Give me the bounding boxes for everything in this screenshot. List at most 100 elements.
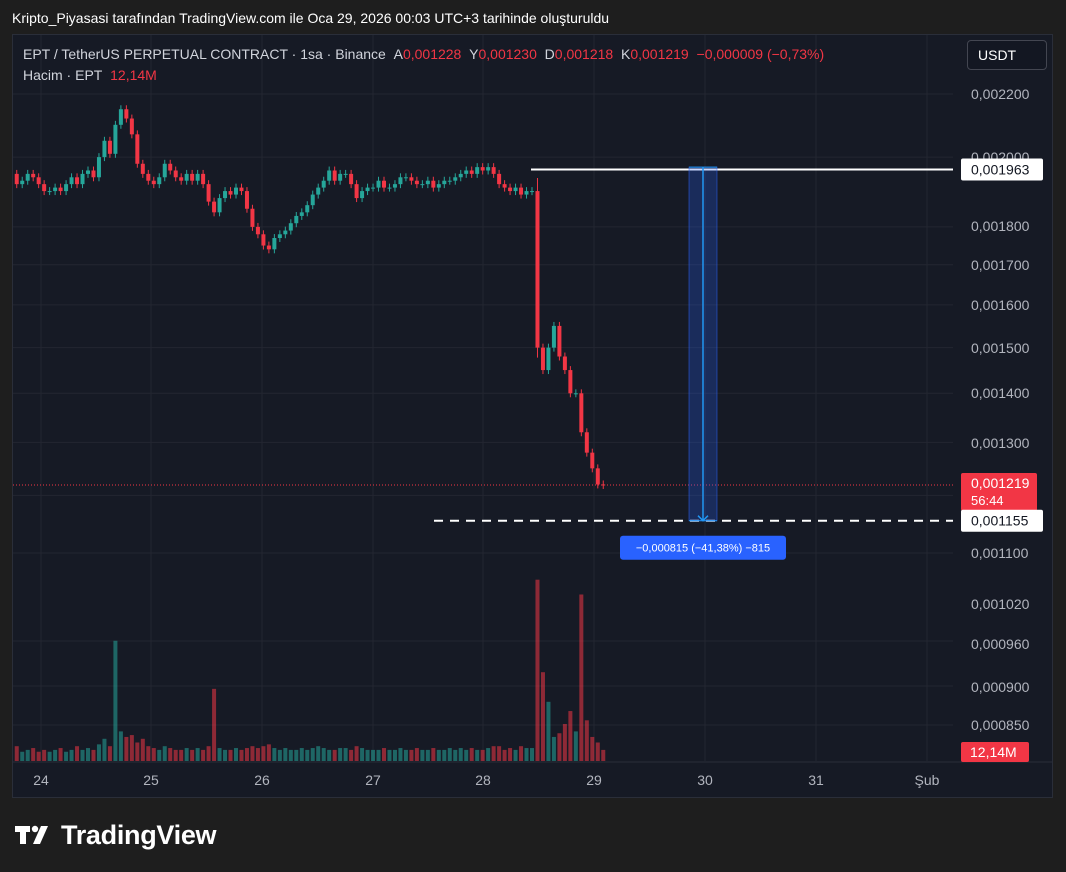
volume-bar bbox=[129, 735, 134, 761]
candle-body bbox=[305, 205, 310, 213]
time-axis-tick: 28 bbox=[475, 772, 491, 788]
time-axis-tick: 25 bbox=[143, 772, 159, 788]
candle-body bbox=[184, 173, 189, 181]
time-axis-tick: 24 bbox=[33, 772, 49, 788]
volume-bar bbox=[206, 746, 211, 761]
volume-bar bbox=[31, 748, 36, 761]
volume-bar bbox=[113, 640, 118, 761]
candle-body bbox=[58, 187, 63, 192]
volume-bar bbox=[343, 748, 348, 761]
candle-body bbox=[53, 187, 58, 192]
volume-bar bbox=[557, 733, 562, 761]
volume-bar bbox=[53, 749, 58, 761]
volume-bar bbox=[513, 749, 518, 761]
volume-bar bbox=[491, 746, 496, 761]
volume-bar bbox=[223, 749, 228, 761]
candle-body bbox=[96, 157, 101, 178]
volume-label[interactable]: Hacim · EPT bbox=[23, 67, 103, 83]
candle-body bbox=[20, 180, 25, 185]
volume-bar bbox=[179, 749, 184, 761]
candle-body bbox=[113, 124, 118, 154]
symbol-label[interactable]: EPT / TetherUS PERPETUAL CONTRACT · 1sa … bbox=[23, 46, 386, 62]
candle-body bbox=[157, 177, 162, 185]
candle-body bbox=[234, 187, 238, 195]
volume-bar bbox=[420, 749, 425, 761]
candle-body bbox=[332, 170, 337, 181]
volume-bar bbox=[392, 749, 397, 761]
currency-button[interactable]: USDT bbox=[967, 40, 1047, 70]
volume-bar bbox=[535, 579, 540, 761]
volume-bar bbox=[91, 749, 96, 761]
support-price-label: 0,001155 bbox=[971, 513, 1029, 529]
candle-body bbox=[376, 180, 381, 188]
resistance-price-label: 0,001963 bbox=[971, 161, 1030, 177]
volume-bar bbox=[212, 688, 217, 761]
volume-bar bbox=[299, 748, 304, 761]
candle-body bbox=[223, 191, 228, 199]
low-label: D bbox=[544, 46, 555, 62]
price-axis-tick: 0,001300 bbox=[971, 435, 1030, 451]
volume-bar bbox=[58, 748, 63, 761]
price-axis-tick: 0,002200 bbox=[971, 86, 1030, 102]
last-price-label: 0,001219 bbox=[971, 475, 1030, 491]
resistance-price-tag bbox=[961, 158, 1043, 181]
price-axis-tick: 0,001800 bbox=[971, 218, 1030, 234]
volume-bar bbox=[524, 748, 529, 761]
candle-body bbox=[392, 184, 397, 188]
candle-body bbox=[31, 173, 36, 178]
volume-bar bbox=[595, 742, 600, 761]
support-price-tag bbox=[961, 509, 1043, 532]
candle-body bbox=[497, 173, 502, 185]
candle-body bbox=[343, 173, 348, 175]
candle-body bbox=[266, 245, 271, 250]
candle-countdown: 56:44 bbox=[971, 493, 1004, 508]
price-axis-tick: 0,001400 bbox=[971, 385, 1030, 401]
last-price-tag bbox=[961, 472, 1037, 511]
candle-body bbox=[272, 238, 277, 250]
volume-bar bbox=[573, 731, 578, 761]
volume-bar bbox=[140, 738, 145, 761]
volume-bar bbox=[190, 749, 195, 761]
candle-body bbox=[173, 170, 178, 178]
volume-bar bbox=[135, 742, 140, 761]
tradingview-logo[interactable]: TradingView bbox=[15, 818, 217, 852]
candle-body bbox=[277, 234, 282, 239]
volume-bar bbox=[277, 749, 282, 761]
candle-body bbox=[425, 180, 430, 185]
candle-body bbox=[573, 393, 578, 395]
candle-body bbox=[64, 184, 69, 192]
volume-bar bbox=[584, 720, 589, 761]
candle-body bbox=[436, 184, 441, 188]
candle-body bbox=[409, 177, 414, 181]
candle-body bbox=[288, 223, 293, 231]
volume-bar bbox=[409, 749, 414, 761]
candle-body bbox=[228, 191, 233, 195]
candle-body bbox=[124, 109, 129, 119]
price-chart[interactable]: −0,000815 (−41,38%) −8150,0022000,002000… bbox=[13, 35, 1053, 798]
measure-label-box bbox=[620, 535, 786, 560]
candle-body bbox=[546, 347, 551, 371]
volume-bar bbox=[579, 594, 584, 761]
volume-bar bbox=[146, 746, 151, 761]
price-axis-tick: 0,001100 bbox=[971, 545, 1029, 561]
volume-bar bbox=[64, 751, 69, 761]
volume-bar bbox=[201, 749, 206, 761]
candle-body bbox=[168, 163, 173, 171]
candle-body bbox=[255, 226, 260, 235]
candle-body bbox=[107, 140, 112, 154]
chart-panel[interactable]: −0,000815 (−41,38%) −815 0,002200 0,002000… bbox=[12, 34, 1053, 798]
volume-bar bbox=[480, 749, 485, 761]
candle-body bbox=[469, 170, 474, 174]
volume-bar bbox=[403, 749, 408, 761]
candle-body bbox=[524, 191, 529, 195]
volume-value: 12,14M bbox=[110, 67, 157, 83]
candle-body bbox=[508, 187, 513, 192]
candle-body bbox=[595, 468, 600, 485]
candle-body bbox=[283, 230, 288, 235]
volume-bar bbox=[305, 749, 310, 761]
volume-bar bbox=[96, 744, 101, 761]
candle-body bbox=[382, 180, 386, 188]
measure-label: −0,000815 (−41,38%) −815 bbox=[636, 543, 770, 555]
price-axis-tick: 0,000960 bbox=[971, 636, 1030, 652]
candle-body bbox=[69, 177, 74, 185]
